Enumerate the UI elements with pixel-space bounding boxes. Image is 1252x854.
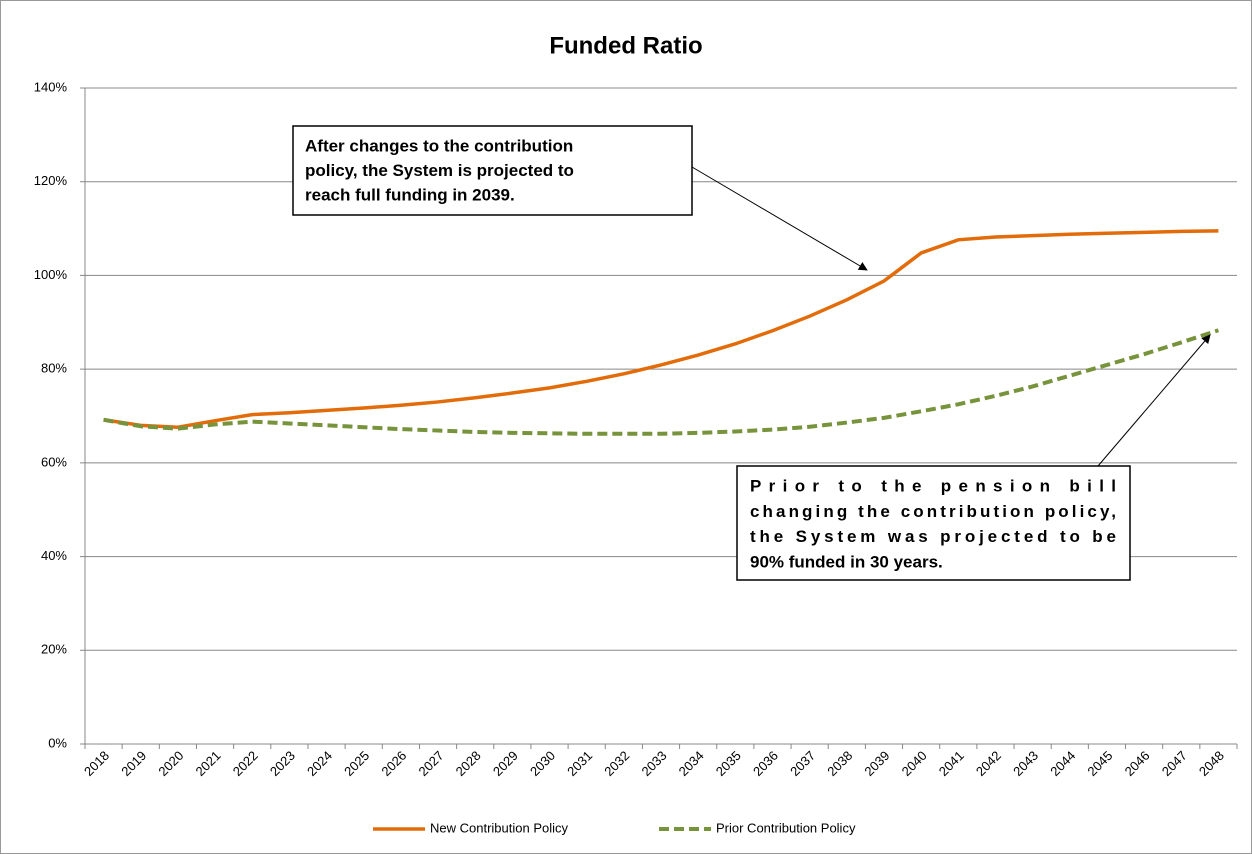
y-tick-label: 20% [41, 642, 67, 657]
y-tick-label: 120% [34, 173, 68, 188]
annotation-text: 90% funded in 30 years. [750, 552, 943, 571]
annotation-text: changing the contribution policy, [750, 502, 1116, 521]
series-line [103, 328, 1220, 436]
y-tick-label: 140% [34, 79, 68, 94]
y-tick-label: 0% [48, 735, 67, 750]
annotation-arrow [1097, 334, 1211, 467]
annotation-box [736, 465, 1131, 581]
annotation-text: reach full funding in 2039. [305, 185, 515, 204]
legend-label: Prior Contribution Policy [716, 820, 856, 835]
y-tick-label: 40% [41, 548, 67, 563]
annotation-arrow [691, 166, 868, 271]
y-tick-label: 100% [34, 267, 68, 282]
y-tick-label: 60% [41, 454, 67, 469]
annotation-text: After changes to the contribution [305, 136, 573, 155]
annotation-box [292, 125, 693, 216]
annotation-text: Prior to the pension bill [750, 476, 1116, 495]
legend-label: New Contribution Policy [430, 820, 569, 835]
chart-title: Funded Ratio [549, 32, 702, 59]
annotation-text: the System was projected to be [750, 527, 1116, 546]
series-line [103, 229, 1219, 430]
y-tick-label: 80% [41, 361, 67, 376]
annotation-text: policy, the System is projected to [305, 161, 574, 180]
